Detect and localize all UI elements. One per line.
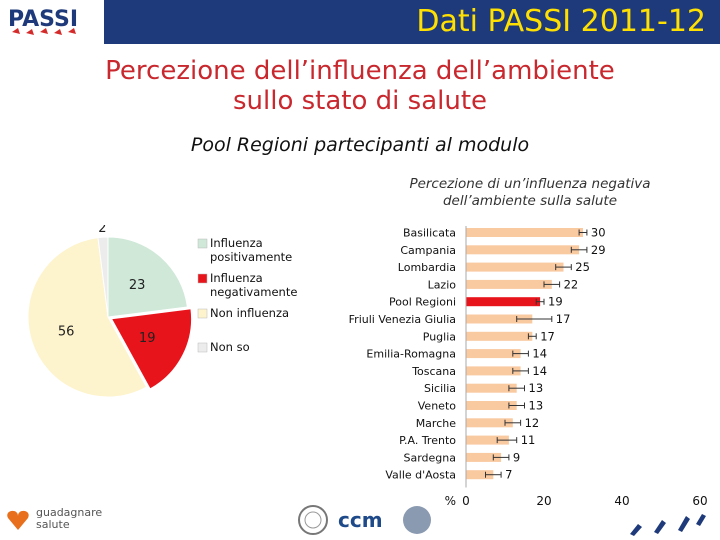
bar-emilia-romagna <box>466 349 521 359</box>
bar-value-lazio: 22 <box>564 277 579 291</box>
bar-value-basilicata: 30 <box>591 226 606 240</box>
bar-tick-60: 60 <box>692 494 707 508</box>
header-title: Dati PASSI 2011-12 <box>416 4 706 39</box>
cnesps-logo <box>403 506 431 534</box>
pie-label-non-so: 2 <box>98 225 106 236</box>
passi-logo-figures <box>12 28 76 35</box>
bar-valle-d-aosta <box>466 470 494 480</box>
pie-slice-non-influenza <box>27 237 148 398</box>
bar-lombardia <box>466 262 564 272</box>
bar-value-sicilia: 13 <box>529 381 544 395</box>
guadagnare-text: guadagnare <box>36 506 102 519</box>
bar-category-toscana: Toscana <box>411 365 456 378</box>
bar-category-valle-d-aosta: Valle d'Aosta <box>385 469 456 482</box>
bar-value-pool-regioni: 19 <box>548 295 563 309</box>
legend-label-non-influenza: Non influenza <box>210 306 289 320</box>
bar-category-friuli-venezia-giulia: Friuli Venezia Giulia <box>349 313 456 326</box>
legend-label-influenza-negativamente: Influenza negativamente <box>210 271 297 299</box>
bar-tick-0: 0 <box>462 494 470 508</box>
runners-decoration <box>630 514 706 536</box>
bar-category-lombardia: Lombardia <box>398 261 456 274</box>
bar-value-toscana: 14 <box>532 364 547 378</box>
pie-slice-non-so <box>97 236 109 318</box>
bar-veneto <box>466 401 517 410</box>
bar-pool-regioni <box>466 297 541 307</box>
passi-logo-text: PASSI <box>8 7 78 32</box>
bar-value-lombardia: 25 <box>575 260 590 274</box>
bar-chart-title: Percezione di un’influenza negativa dell… <box>360 176 700 210</box>
heart-icon <box>7 510 29 530</box>
legend-label-non-so: Non so <box>210 340 250 354</box>
page-title-line1: Percezione dell’influenza dell’ambiente <box>105 56 615 86</box>
header-bar: Dati PASSI 2011-12 <box>104 0 720 44</box>
bar-tick-20: 20 <box>536 494 551 508</box>
bar-category-veneto: Veneto <box>418 400 456 413</box>
bar-category-marche: Marche <box>416 417 457 430</box>
bar-value-p-a-trento: 11 <box>521 433 536 447</box>
bar-value-friuli-venezia-giulia: 17 <box>556 312 571 326</box>
bar-value-sardegna: 9 <box>513 450 520 464</box>
bar-category-emilia-romagna: Emilia-Romagna <box>366 348 456 361</box>
passi-logo: PASSI <box>8 7 78 35</box>
bar-category-basilicata: Basilicata <box>403 227 456 240</box>
bar-value-puglia: 17 <box>540 329 555 343</box>
legend-swatch-non-influenza <box>197 308 208 319</box>
bar-toscana <box>466 366 521 376</box>
bar-sardegna <box>466 452 502 462</box>
bar-value-valle-d-aosta: 7 <box>505 468 512 482</box>
legend-swatch-influenza-positivamente <box>197 238 208 249</box>
bar-friuli-venezia-giulia <box>466 314 533 324</box>
bar-puglia <box>466 331 533 341</box>
bar-category-campania: Campania <box>400 244 456 257</box>
guadagnare-salute-logo: guadagnare salute <box>7 506 102 531</box>
bar-value-marche: 12 <box>525 416 540 430</box>
bar-chart-title-line2: dell’ambiente sulla salute <box>442 193 618 209</box>
legend-swatch-non-so <box>197 342 208 353</box>
bar-p-a-trento <box>466 435 509 445</box>
bar-category-sardegna: Sardegna <box>404 451 457 464</box>
pie-slice-influenza-positivamente <box>107 236 188 318</box>
bar-value-campania: 29 <box>591 243 606 257</box>
pie-label-influenza-positivamente: 23 <box>129 278 146 293</box>
ccm-text: ccm <box>338 508 383 532</box>
page-title: Percezione dell’influenza dell’ambiente … <box>60 56 660 116</box>
bar-tick-40: 40 <box>614 494 629 508</box>
bar-basilicata <box>466 228 583 237</box>
bar-value-emilia-romagna: 14 <box>532 347 547 361</box>
page-subtitle: Pool Regioni partecipanti al modulo <box>190 134 530 156</box>
bar-category-pool-regioni: Pool Regioni <box>389 296 456 309</box>
bar-lazio <box>466 279 552 289</box>
ministry-seal <box>298 505 328 535</box>
legend-label-influenza-positivamente: Influenza positivamente <box>210 236 292 264</box>
bar-value-veneto: 13 <box>529 399 544 413</box>
bar-chart-title-line1: Percezione di un’influenza negativa <box>409 176 651 192</box>
pie-label-influenza-negativamente: 19 <box>139 331 156 346</box>
pie-chart: 23 19 56 2 Influenza positivamente Influenza n… <box>27 225 297 398</box>
bar-category-lazio: Lazio <box>428 278 457 291</box>
ccm-logo: ccm <box>338 508 383 532</box>
salute-text: salute <box>36 518 70 531</box>
pie-label-non-influenza: 56 <box>58 325 75 340</box>
bar-sicilia <box>466 383 517 393</box>
pie-slice-influenza-negativamente <box>110 308 193 390</box>
bar-chart: Basilicata Campania Lombardia Lazio Pool Reg… <box>349 226 708 509</box>
legend-swatch-influenza-negativamente <box>197 273 208 284</box>
page-title-line2: sullo stato di salute <box>232 86 488 116</box>
bar-category-p-a-trento: P.A. Trento <box>399 434 456 447</box>
bar-marche <box>466 418 513 428</box>
bar-campania <box>466 245 580 255</box>
bar-category-puglia: Puglia <box>423 330 456 343</box>
bar-category-sicilia: Sicilia <box>424 382 456 395</box>
bar-axis-unit: % <box>445 494 456 508</box>
